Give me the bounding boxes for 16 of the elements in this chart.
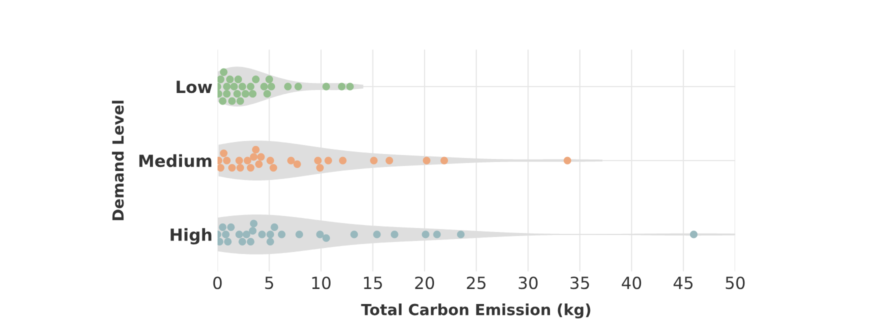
x-tick-label: 10 (312, 276, 331, 290)
x-tick-label: 5 (265, 276, 274, 290)
x-tick-label: 25 (466, 276, 486, 290)
y-axis-title: Demand Level (112, 100, 124, 220)
x-tick-label: 15 (364, 276, 382, 290)
x-tick-label: 35 (570, 276, 590, 290)
x-tick-label: 20 (415, 276, 434, 290)
x-tick-label: 40 (622, 276, 642, 290)
x-tick-label: 0 (213, 276, 222, 290)
x-tick-label: 50 (726, 276, 745, 290)
x-axis-title: Total Carbon Emission (kg) (361, 304, 590, 318)
x-tick-label: 30 (518, 276, 538, 290)
x-tick-label: 45 (674, 276, 693, 290)
y-tick-label: Low (176, 80, 212, 94)
y-tick-label: High (170, 228, 212, 244)
y-tick-label: Medium (139, 154, 212, 168)
